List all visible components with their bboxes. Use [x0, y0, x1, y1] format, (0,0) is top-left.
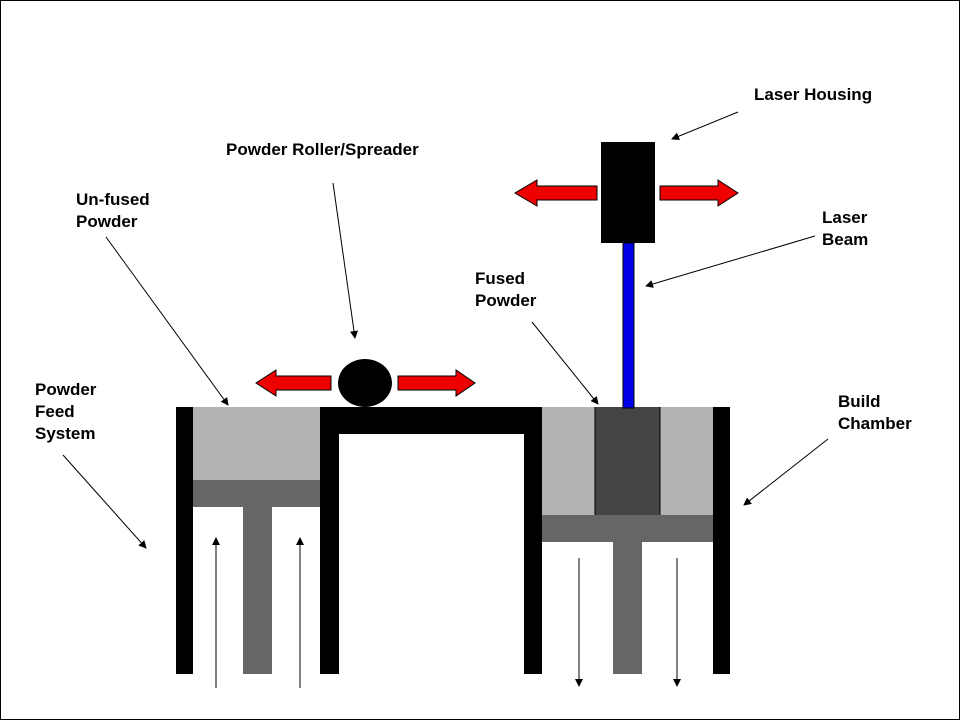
- label-fused-line2: Powder: [475, 291, 537, 310]
- label-powder-feed-line3: System: [35, 424, 96, 443]
- label-powder-roller-line1: Powder Roller/Spreader: [226, 140, 419, 159]
- label-fused-powder: Fused Powder: [475, 268, 536, 312]
- feed-left-wall: [176, 407, 193, 674]
- leader-laser-beam: [645, 235, 816, 288]
- build-right-wall: [713, 407, 730, 674]
- label-laser-beam: Laser Beam: [822, 207, 868, 251]
- leader-powder-roller: [332, 182, 358, 339]
- feed-right-wall: [320, 407, 339, 674]
- build-chamber: [524, 407, 730, 687]
- powder-feed-system: [176, 407, 339, 688]
- platform-bridge: [320, 407, 542, 434]
- powder-roller: [338, 359, 392, 407]
- label-unfused-powder: Un-fused Powder: [76, 189, 150, 233]
- label-build-chamber-line1: Build: [838, 392, 881, 411]
- label-unfused-line1: Un-fused: [76, 190, 150, 209]
- label-laser-housing-line1: Laser Housing: [754, 85, 873, 104]
- label-powder-feed-line1: Powder: [35, 380, 97, 399]
- leader-fused-powder: [531, 321, 599, 405]
- leader-powder-feed: [62, 454, 147, 549]
- laser-beam: [622, 242, 635, 409]
- label-laser-housing: Laser Housing: [754, 84, 872, 106]
- laser-housing: [601, 142, 655, 243]
- label-laser-beam-line2: Beam: [822, 230, 869, 249]
- label-build-chamber: Build Chamber: [838, 391, 912, 435]
- label-powder-feed-system: Powder Feed System: [35, 379, 96, 445]
- leader-unfused-powder: [105, 236, 229, 406]
- fused-powder-part: [595, 407, 660, 515]
- label-build-chamber-line2: Chamber: [838, 414, 912, 433]
- feed-piston-plate: [193, 480, 320, 507]
- build-left-wall: [524, 407, 542, 674]
- unfused-powder-bed: [193, 407, 320, 480]
- label-powder-feed-line2: Feed: [35, 402, 75, 421]
- label-unfused-line2: Powder: [76, 212, 138, 231]
- label-laser-beam-line1: Laser: [822, 208, 868, 227]
- laser-move-right-arrow: [659, 179, 739, 207]
- leader-laser-housing: [671, 111, 739, 141]
- leader-build-chamber: [743, 438, 829, 506]
- feed-piston-rod: [243, 507, 272, 674]
- label-powder-roller: Powder Roller/Spreader: [226, 139, 419, 161]
- roller-move-right-arrow: [397, 369, 476, 397]
- build-piston-rod: [613, 542, 642, 674]
- roller-move-left-arrow: [255, 369, 332, 397]
- label-fused-line1: Fused: [475, 269, 526, 288]
- build-piston-plate: [542, 515, 713, 542]
- laser-move-left-arrow: [514, 179, 598, 207]
